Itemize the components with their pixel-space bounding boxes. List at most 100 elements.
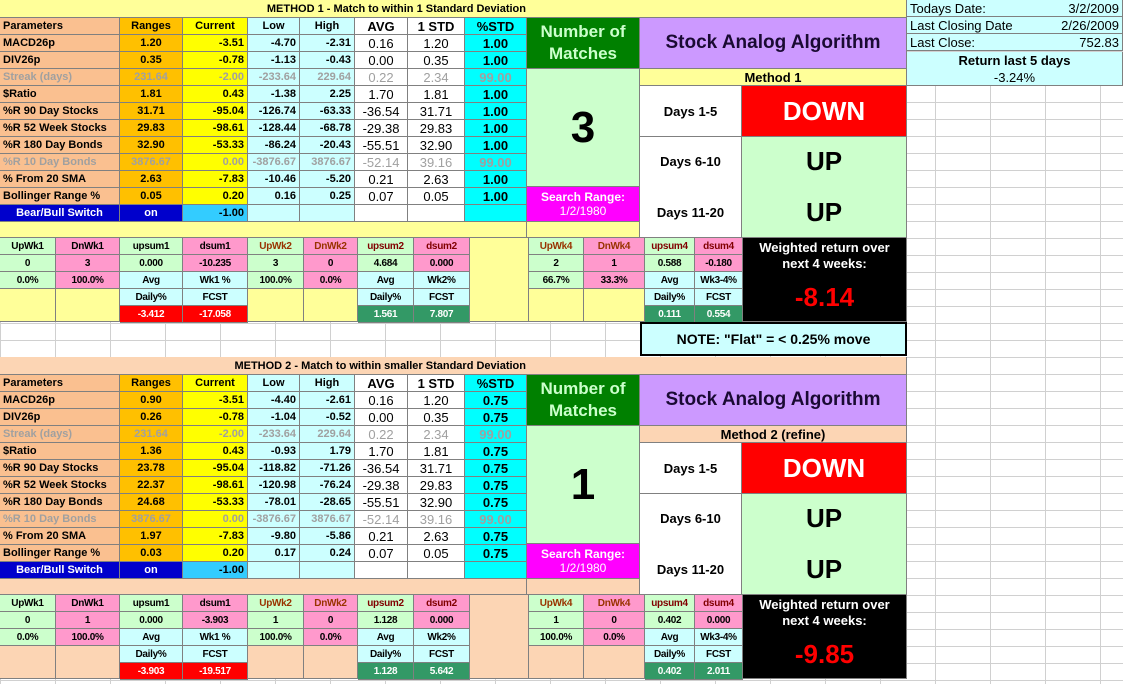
param-std[interactable]: 2.34	[408, 69, 465, 86]
param-name[interactable]: $Ratio	[0, 86, 120, 103]
param-range[interactable]: 1.81	[120, 86, 183, 103]
param-avg[interactable]: 0.21	[355, 528, 408, 545]
week-percent[interactable]: 0.0%	[0, 629, 56, 646]
param-low[interactable]: -0.93	[248, 443, 300, 460]
cell[interactable]	[300, 205, 355, 222]
param-pct[interactable]: 0.75	[465, 477, 527, 494]
param-range[interactable]: 0.05	[120, 188, 183, 205]
param-range[interactable]: 231.64	[120, 426, 183, 443]
week-value[interactable]: -10.235	[183, 255, 248, 272]
param-name[interactable]: %R 90 Day Stocks	[0, 460, 120, 477]
week-value[interactable]: -0.180	[695, 255, 743, 272]
param-range[interactable]: 3876.67	[120, 154, 183, 171]
param-high[interactable]: -63.33	[300, 103, 355, 120]
forecast-value[interactable]: 2.011	[695, 663, 743, 680]
param-current[interactable]: 0.43	[183, 86, 248, 103]
bear-bull-switch-label[interactable]: Bear/Bull Switch	[0, 562, 120, 579]
param-pct[interactable]: 0.75	[465, 460, 527, 477]
switch-value[interactable]: -1.00	[183, 562, 248, 579]
param-std[interactable]: 2.63	[408, 171, 465, 188]
param-std[interactable]: 0.05	[408, 188, 465, 205]
param-low[interactable]: -4.40	[248, 392, 300, 409]
param-low[interactable]: -1.38	[248, 86, 300, 103]
forecast-value[interactable]: -17.058	[183, 306, 248, 323]
param-std[interactable]: 39.16	[408, 154, 465, 171]
cell[interactable]	[355, 562, 408, 579]
param-std[interactable]: 32.90	[408, 494, 465, 511]
param-high[interactable]: -2.31	[300, 35, 355, 52]
param-range[interactable]: 3876.67	[120, 511, 183, 528]
param-avg[interactable]: -29.38	[355, 120, 408, 137]
param-high[interactable]: 229.64	[300, 426, 355, 443]
forecast-value[interactable]: -19.517	[183, 663, 248, 680]
week-value[interactable]: 0.000	[120, 255, 183, 272]
param-current[interactable]: -7.83	[183, 171, 248, 188]
param-low[interactable]: -4.70	[248, 35, 300, 52]
bear-bull-switch-label[interactable]: Bear/Bull Switch	[0, 205, 120, 222]
week-percent[interactable]: 100.0%	[248, 272, 304, 289]
param-avg[interactable]: -55.51	[355, 137, 408, 154]
week-value[interactable]: -3.903	[183, 612, 248, 629]
forecast-value[interactable]: 5.642	[414, 663, 470, 680]
param-current[interactable]: 0.00	[183, 154, 248, 171]
param-range[interactable]: 0.03	[120, 545, 183, 562]
param-high[interactable]: -0.52	[300, 409, 355, 426]
param-range[interactable]: 2.63	[120, 171, 183, 188]
param-std[interactable]: 1.81	[408, 443, 465, 460]
param-range[interactable]: 22.37	[120, 477, 183, 494]
param-low[interactable]: -233.64	[248, 426, 300, 443]
week-percent[interactable]: 100.0%	[248, 629, 304, 646]
param-current[interactable]: -2.00	[183, 69, 248, 86]
param-avg[interactable]: -52.14	[355, 511, 408, 528]
param-avg[interactable]: 0.07	[355, 188, 408, 205]
close-label[interactable]: Last Close:	[907, 34, 1013, 51]
param-high[interactable]: 3876.67	[300, 511, 355, 528]
param-high[interactable]: -0.43	[300, 52, 355, 69]
week-value[interactable]: 0.000	[414, 255, 470, 272]
param-name[interactable]: %R 10 Day Bonds	[0, 511, 120, 528]
param-current[interactable]: -7.83	[183, 528, 248, 545]
forecast-value[interactable]: 0.554	[695, 306, 743, 323]
param-range[interactable]: 1.97	[120, 528, 183, 545]
param-avg[interactable]: 0.22	[355, 426, 408, 443]
param-current[interactable]: -2.00	[183, 426, 248, 443]
param-low[interactable]: -86.24	[248, 137, 300, 154]
param-avg[interactable]: -36.54	[355, 103, 408, 120]
closing-label[interactable]: Last Closing Date:	[907, 17, 1013, 34]
week-percent[interactable]: 0.0%	[0, 272, 56, 289]
param-current[interactable]: -53.33	[183, 137, 248, 154]
param-avg[interactable]: -36.54	[355, 460, 408, 477]
week-value[interactable]: 0.000	[695, 612, 743, 629]
week-percent[interactable]: 0.0%	[304, 629, 358, 646]
param-pct[interactable]: 1.00	[465, 120, 527, 137]
bear-bull-switch-toggle[interactable]: on	[120, 205, 183, 222]
param-pct[interactable]: 1.00	[465, 137, 527, 154]
week-value[interactable]: 0.588	[645, 255, 695, 272]
param-low[interactable]: -128.44	[248, 120, 300, 137]
param-range[interactable]: 31.71	[120, 103, 183, 120]
switch-value[interactable]: -1.00	[183, 205, 248, 222]
param-avg[interactable]: -29.38	[355, 477, 408, 494]
param-range[interactable]: 24.68	[120, 494, 183, 511]
param-high[interactable]: 0.24	[300, 545, 355, 562]
param-name[interactable]: Bollinger Range %	[0, 545, 120, 562]
param-high[interactable]: -5.86	[300, 528, 355, 545]
param-avg[interactable]: 0.00	[355, 52, 408, 69]
week-value[interactable]: 0	[304, 255, 358, 272]
param-pct[interactable]: 0.75	[465, 494, 527, 511]
param-low[interactable]: -120.98	[248, 477, 300, 494]
param-name[interactable]: Streak (days)	[0, 426, 120, 443]
param-low[interactable]: -3876.67	[248, 511, 300, 528]
cell[interactable]	[248, 205, 300, 222]
param-low[interactable]: -233.64	[248, 69, 300, 86]
param-pct[interactable]: 0.75	[465, 443, 527, 460]
param-current[interactable]: -95.04	[183, 103, 248, 120]
param-avg[interactable]: 1.70	[355, 86, 408, 103]
param-low[interactable]: -78.01	[248, 494, 300, 511]
week-percent[interactable]: 100.0%	[56, 629, 120, 646]
param-low[interactable]: -9.80	[248, 528, 300, 545]
param-std[interactable]: 29.83	[408, 120, 465, 137]
bear-bull-switch-toggle[interactable]: on	[120, 562, 183, 579]
week-value[interactable]: 0	[0, 255, 56, 272]
param-range[interactable]: 0.26	[120, 409, 183, 426]
